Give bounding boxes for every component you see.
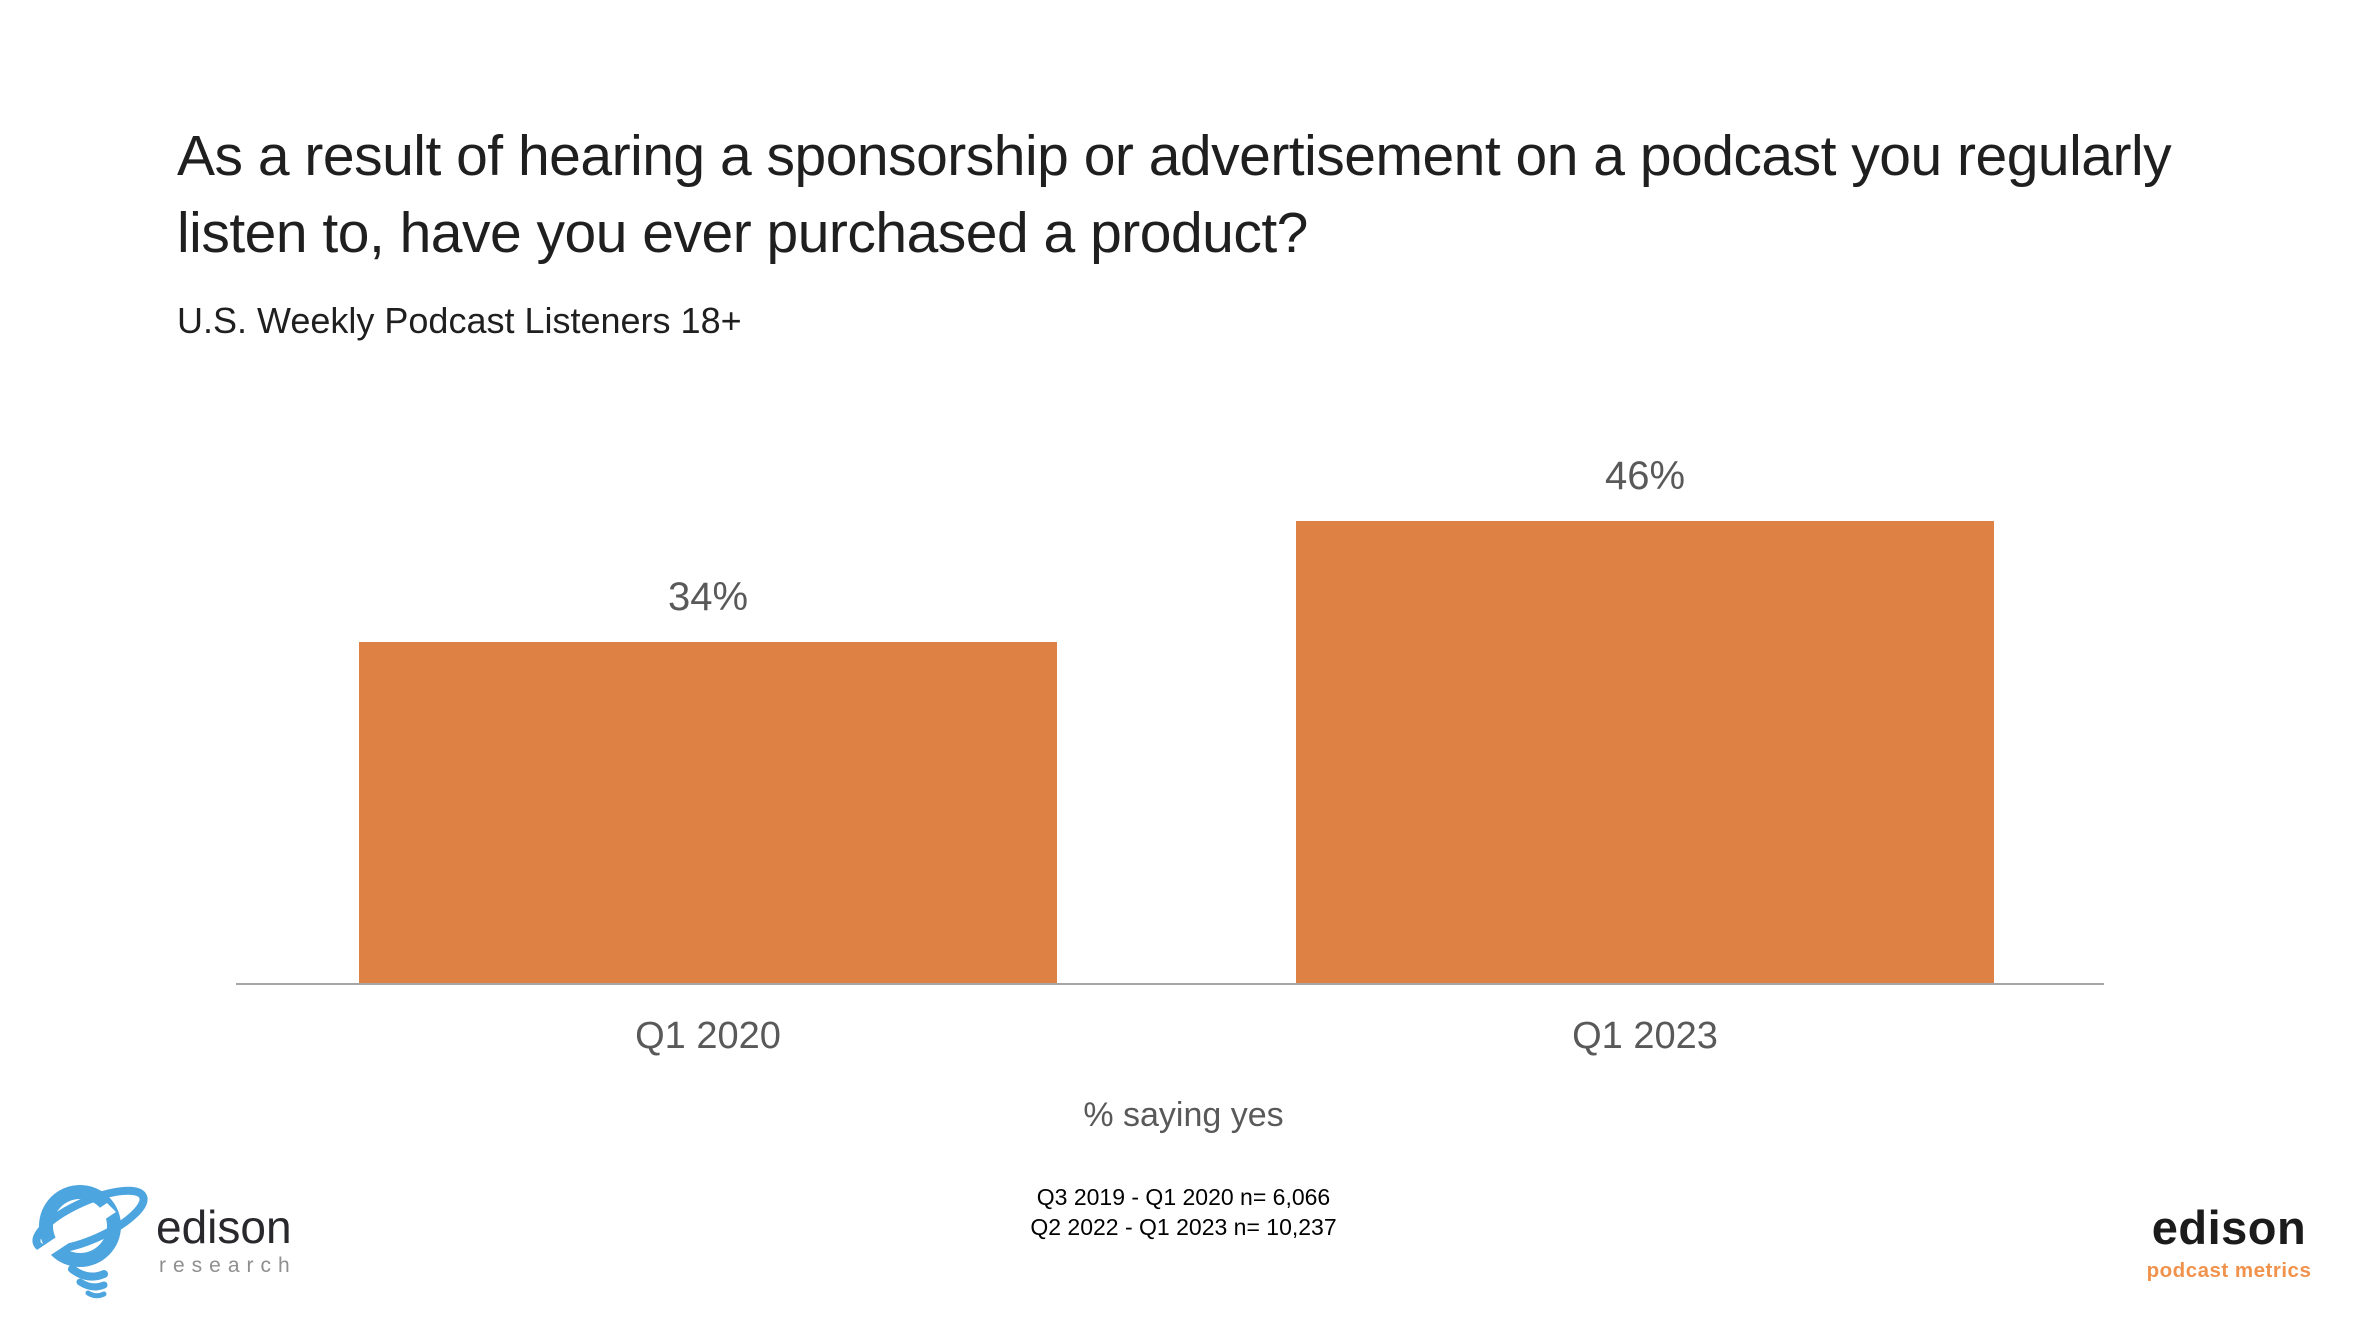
x-axis-caption: % saying yes xyxy=(1083,1096,1284,1134)
edison-research-tagline: research xyxy=(159,1254,297,1277)
bar-group-q1-2023: 46% xyxy=(1296,454,1994,984)
bar-q1-2020 xyxy=(359,642,1057,984)
edison-podcast-metrics-tagline: podcast metrics xyxy=(2146,1259,2312,1282)
x-axis-label-q1-2023: Q1 2023 xyxy=(1572,1015,1718,1057)
bar-q1-2023 xyxy=(1296,521,1994,984)
x-axis-line xyxy=(236,983,2104,985)
bar-group-q1-2020: 34% xyxy=(359,575,1057,984)
edison-podcast-metrics-wordmark: edison xyxy=(2151,1201,2307,1254)
sample-size-footnote: Q3 2019 - Q1 2020 n= 6,066 Q2 2022 - Q1 … xyxy=(236,1182,2131,1242)
bar-value-label: 34% xyxy=(667,575,749,619)
footnote-line-1: Q3 2019 - Q1 2020 n= 6,066 xyxy=(1036,1184,1331,1210)
edison-research-logo: edison research xyxy=(28,1172,358,1302)
edison-podcast-metrics-logo: edison podcast metrics xyxy=(2144,1200,2314,1283)
bar-value-label: 46% xyxy=(1604,454,1686,498)
chart-subtitle: U.S. Weekly Podcast Listeners 18+ xyxy=(177,300,742,341)
edison-planet-icon xyxy=(28,1185,148,1299)
edison-research-wordmark: edison xyxy=(156,1201,292,1253)
footnote-line-2: Q2 2022 - Q1 2023 n= 10,237 xyxy=(1030,1214,1337,1240)
chart-title: As a result of hearing a sponsorship or … xyxy=(177,124,2172,265)
x-axis-label-q1-2020: Q1 2020 xyxy=(635,1015,781,1057)
